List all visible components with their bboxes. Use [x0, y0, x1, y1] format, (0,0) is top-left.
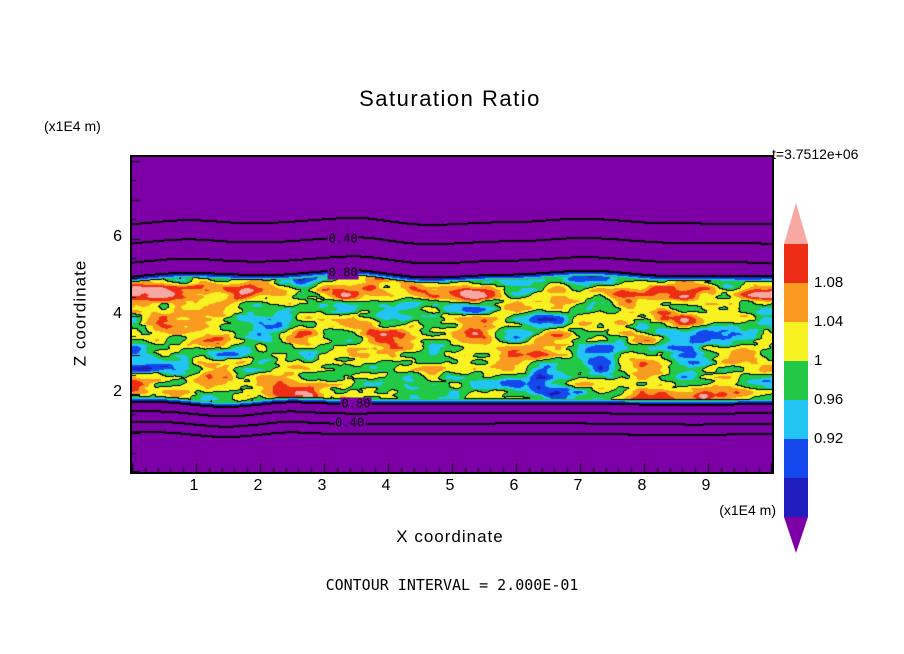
- chart-title: Saturation Ratio: [359, 86, 541, 111]
- colorbar-tick-label: 1: [814, 352, 823, 369]
- z-axis-title-text: Z coordinate: [70, 259, 89, 366]
- colorbar-segment: [784, 478, 808, 517]
- x-tick-label: 2: [253, 477, 263, 494]
- colorbar-segment: [784, 361, 808, 400]
- colorbar-segment: [784, 400, 808, 439]
- colorbar-segment: [784, 283, 808, 322]
- x-tick-label: 3: [317, 477, 327, 494]
- contour-line-label: 0.40: [327, 231, 359, 246]
- x-axis-title: X coordinate: [396, 527, 504, 546]
- colorbar-bottom-arrow: [784, 517, 808, 553]
- x-tick-label: 7: [573, 477, 583, 494]
- z-axis-unit-label: (x1E4 m): [44, 118, 101, 134]
- x-axis-unit-label: (x1E4 m): [719, 502, 776, 518]
- colorbar-segment: [784, 322, 808, 361]
- contour-plot-canvas: [132, 157, 772, 472]
- colorbar: [784, 203, 808, 555]
- x-tick-label: 8: [637, 477, 647, 494]
- colorbar-tick-label: 0.92: [814, 430, 844, 447]
- z-tick-label: 2: [113, 383, 122, 401]
- contour-line-label: 0.80: [340, 396, 372, 411]
- x-tick-label: 4: [381, 477, 391, 494]
- z-tick-label: 6: [113, 227, 122, 245]
- colorbar-tick-label: 1.08: [814, 274, 844, 291]
- x-tick-label: 6: [509, 477, 519, 494]
- contour-line-label: 0.40: [334, 415, 366, 430]
- contour-line-label: 0.80: [327, 265, 359, 280]
- x-tick-label: 5: [445, 477, 455, 494]
- contour-interval-note: CONTOUR INTERVAL = 2.000E-01: [325, 576, 579, 594]
- x-tick-label: 1: [189, 477, 199, 494]
- x-tick-label: 9: [701, 477, 711, 494]
- time-annotation: t=3.7512e+06: [772, 146, 859, 162]
- colorbar-segment: [784, 244, 808, 283]
- colorbar-tick-label: 1.04: [814, 313, 844, 330]
- colorbar-top-arrow: [784, 203, 808, 244]
- z-tick-label: 4: [113, 305, 122, 323]
- colorbar-segment: [784, 439, 808, 478]
- plot-area: 0.40 0.80 0.80 0.40: [130, 155, 774, 474]
- colorbar-tick-label: 0.96: [814, 391, 844, 408]
